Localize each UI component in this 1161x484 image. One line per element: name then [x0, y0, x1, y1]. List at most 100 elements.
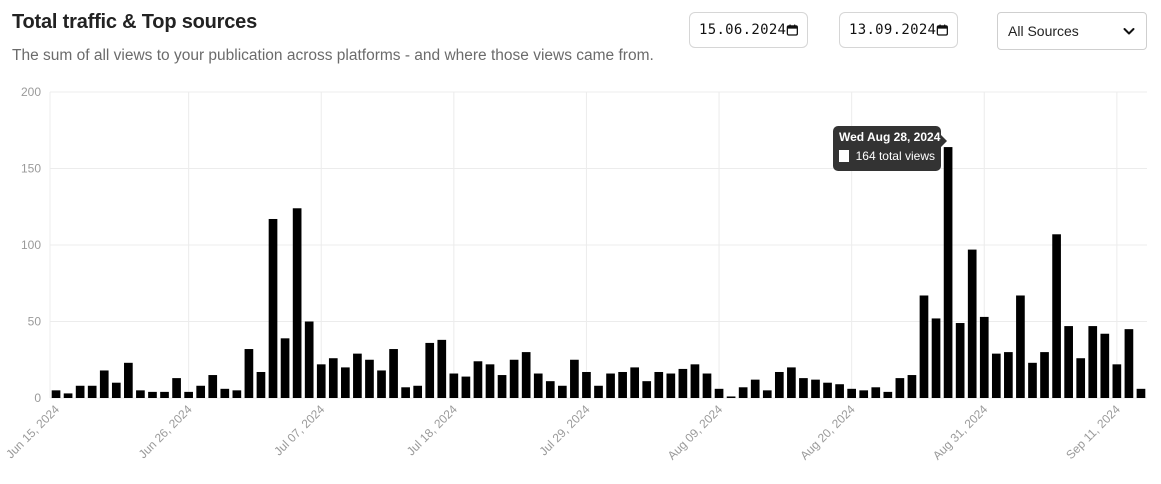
x-tick-label: Jul 07, 2024	[271, 402, 327, 458]
bar[interactable]	[389, 349, 398, 398]
bar[interactable]	[678, 368, 688, 398]
bar[interactable]	[1100, 333, 1110, 398]
bar[interactable]	[799, 378, 808, 398]
bar[interactable]	[280, 338, 290, 398]
bar[interactable]	[787, 367, 796, 398]
bar[interactable]	[1004, 352, 1013, 398]
bar[interactable]	[75, 385, 85, 398]
bar[interactable]	[871, 387, 881, 398]
bar[interactable]	[425, 342, 435, 398]
bar[interactable]	[1028, 362, 1037, 398]
end-date-input[interactable]: 13.09.2024	[839, 12, 958, 48]
bar[interactable]	[1088, 326, 1098, 398]
bar[interactable]	[99, 370, 109, 398]
bar[interactable]	[377, 370, 386, 398]
bar[interactable]	[582, 371, 591, 398]
bar[interactable]	[461, 376, 471, 398]
bar[interactable]	[606, 373, 615, 398]
bar[interactable]	[642, 381, 652, 398]
bar[interactable]	[413, 385, 423, 398]
bar[interactable]	[208, 375, 218, 398]
bar[interactable]	[594, 385, 603, 398]
bar[interactable]	[558, 385, 567, 398]
bar[interactable]	[172, 378, 181, 398]
bar[interactable]	[136, 390, 145, 398]
bar[interactable]	[762, 390, 772, 398]
bar[interactable]	[1136, 388, 1146, 398]
bar[interactable]	[907, 375, 917, 398]
bar[interactable]	[401, 387, 410, 398]
bar[interactable]	[51, 390, 61, 398]
calendar-icon[interactable]	[786, 23, 799, 37]
bar[interactable]	[955, 323, 965, 398]
bar[interactable]	[738, 387, 748, 398]
bar[interactable]	[847, 388, 856, 398]
bar[interactable]	[931, 318, 941, 398]
tooltip-swatch	[839, 150, 849, 162]
bar[interactable]	[774, 371, 784, 398]
bar[interactable]	[1040, 352, 1049, 398]
bar[interactable]	[63, 393, 73, 398]
calendar-icon[interactable]	[936, 23, 949, 37]
bar[interactable]	[726, 396, 736, 398]
bar[interactable]	[365, 359, 374, 398]
bar[interactable]	[437, 339, 447, 398]
bar[interactable]	[1124, 329, 1134, 398]
bar[interactable]	[835, 384, 844, 398]
x-tick-label: Aug 31, 2024	[930, 402, 991, 463]
bar[interactable]	[353, 353, 362, 398]
bar[interactable]	[1076, 358, 1086, 398]
bar[interactable]	[316, 364, 326, 398]
bar[interactable]	[979, 316, 989, 398]
bar[interactable]	[1016, 295, 1025, 398]
bar[interactable]	[1112, 364, 1122, 398]
bar[interactable]	[690, 364, 700, 398]
bar[interactable]	[449, 373, 459, 398]
bar[interactable]	[545, 381, 555, 398]
bar[interactable]	[473, 361, 483, 398]
bar[interactable]	[509, 359, 519, 398]
bar[interactable]	[967, 249, 977, 398]
bar[interactable]	[160, 391, 169, 398]
bar[interactable]	[919, 295, 929, 398]
bar[interactable]	[823, 382, 832, 398]
bar[interactable]	[304, 321, 314, 399]
bar[interactable]	[485, 364, 495, 398]
bar[interactable]	[521, 352, 531, 398]
bar[interactable]	[148, 391, 157, 398]
bar[interactable]	[654, 371, 664, 398]
bar[interactable]	[220, 388, 230, 398]
bar[interactable]	[268, 218, 278, 398]
bar[interactable]	[184, 391, 193, 398]
bar[interactable]	[111, 382, 121, 398]
bar[interactable]	[811, 379, 820, 398]
bar[interactable]	[750, 379, 760, 398]
bar[interactable]	[630, 367, 640, 398]
bar[interactable]	[341, 367, 350, 398]
bar[interactable]	[497, 375, 507, 398]
bar[interactable]	[124, 362, 133, 398]
bar[interactable]	[570, 359, 579, 398]
bar[interactable]	[991, 353, 1001, 398]
bar[interactable]	[618, 371, 627, 398]
bar[interactable]	[702, 373, 712, 398]
bar[interactable]	[666, 373, 676, 398]
start-date-input[interactable]: 15.06.2024	[689, 12, 808, 48]
bar[interactable]	[943, 147, 953, 398]
x-tick-label: Jul 29, 2024	[536, 402, 592, 458]
bar[interactable]	[1064, 326, 1073, 398]
source-select[interactable]: All Sources	[997, 12, 1147, 50]
bar[interactable]	[533, 373, 543, 398]
bar[interactable]	[328, 358, 338, 398]
bar[interactable]	[232, 390, 242, 398]
bar[interactable]	[244, 349, 254, 398]
bar[interactable]	[256, 371, 266, 398]
bar[interactable]	[883, 391, 893, 398]
bar[interactable]	[859, 390, 869, 398]
bar[interactable]	[895, 378, 905, 398]
bar[interactable]	[714, 388, 724, 398]
bar[interactable]	[87, 385, 97, 398]
bar[interactable]	[196, 385, 206, 398]
bar[interactable]	[1052, 234, 1061, 398]
bar[interactable]	[292, 208, 302, 398]
